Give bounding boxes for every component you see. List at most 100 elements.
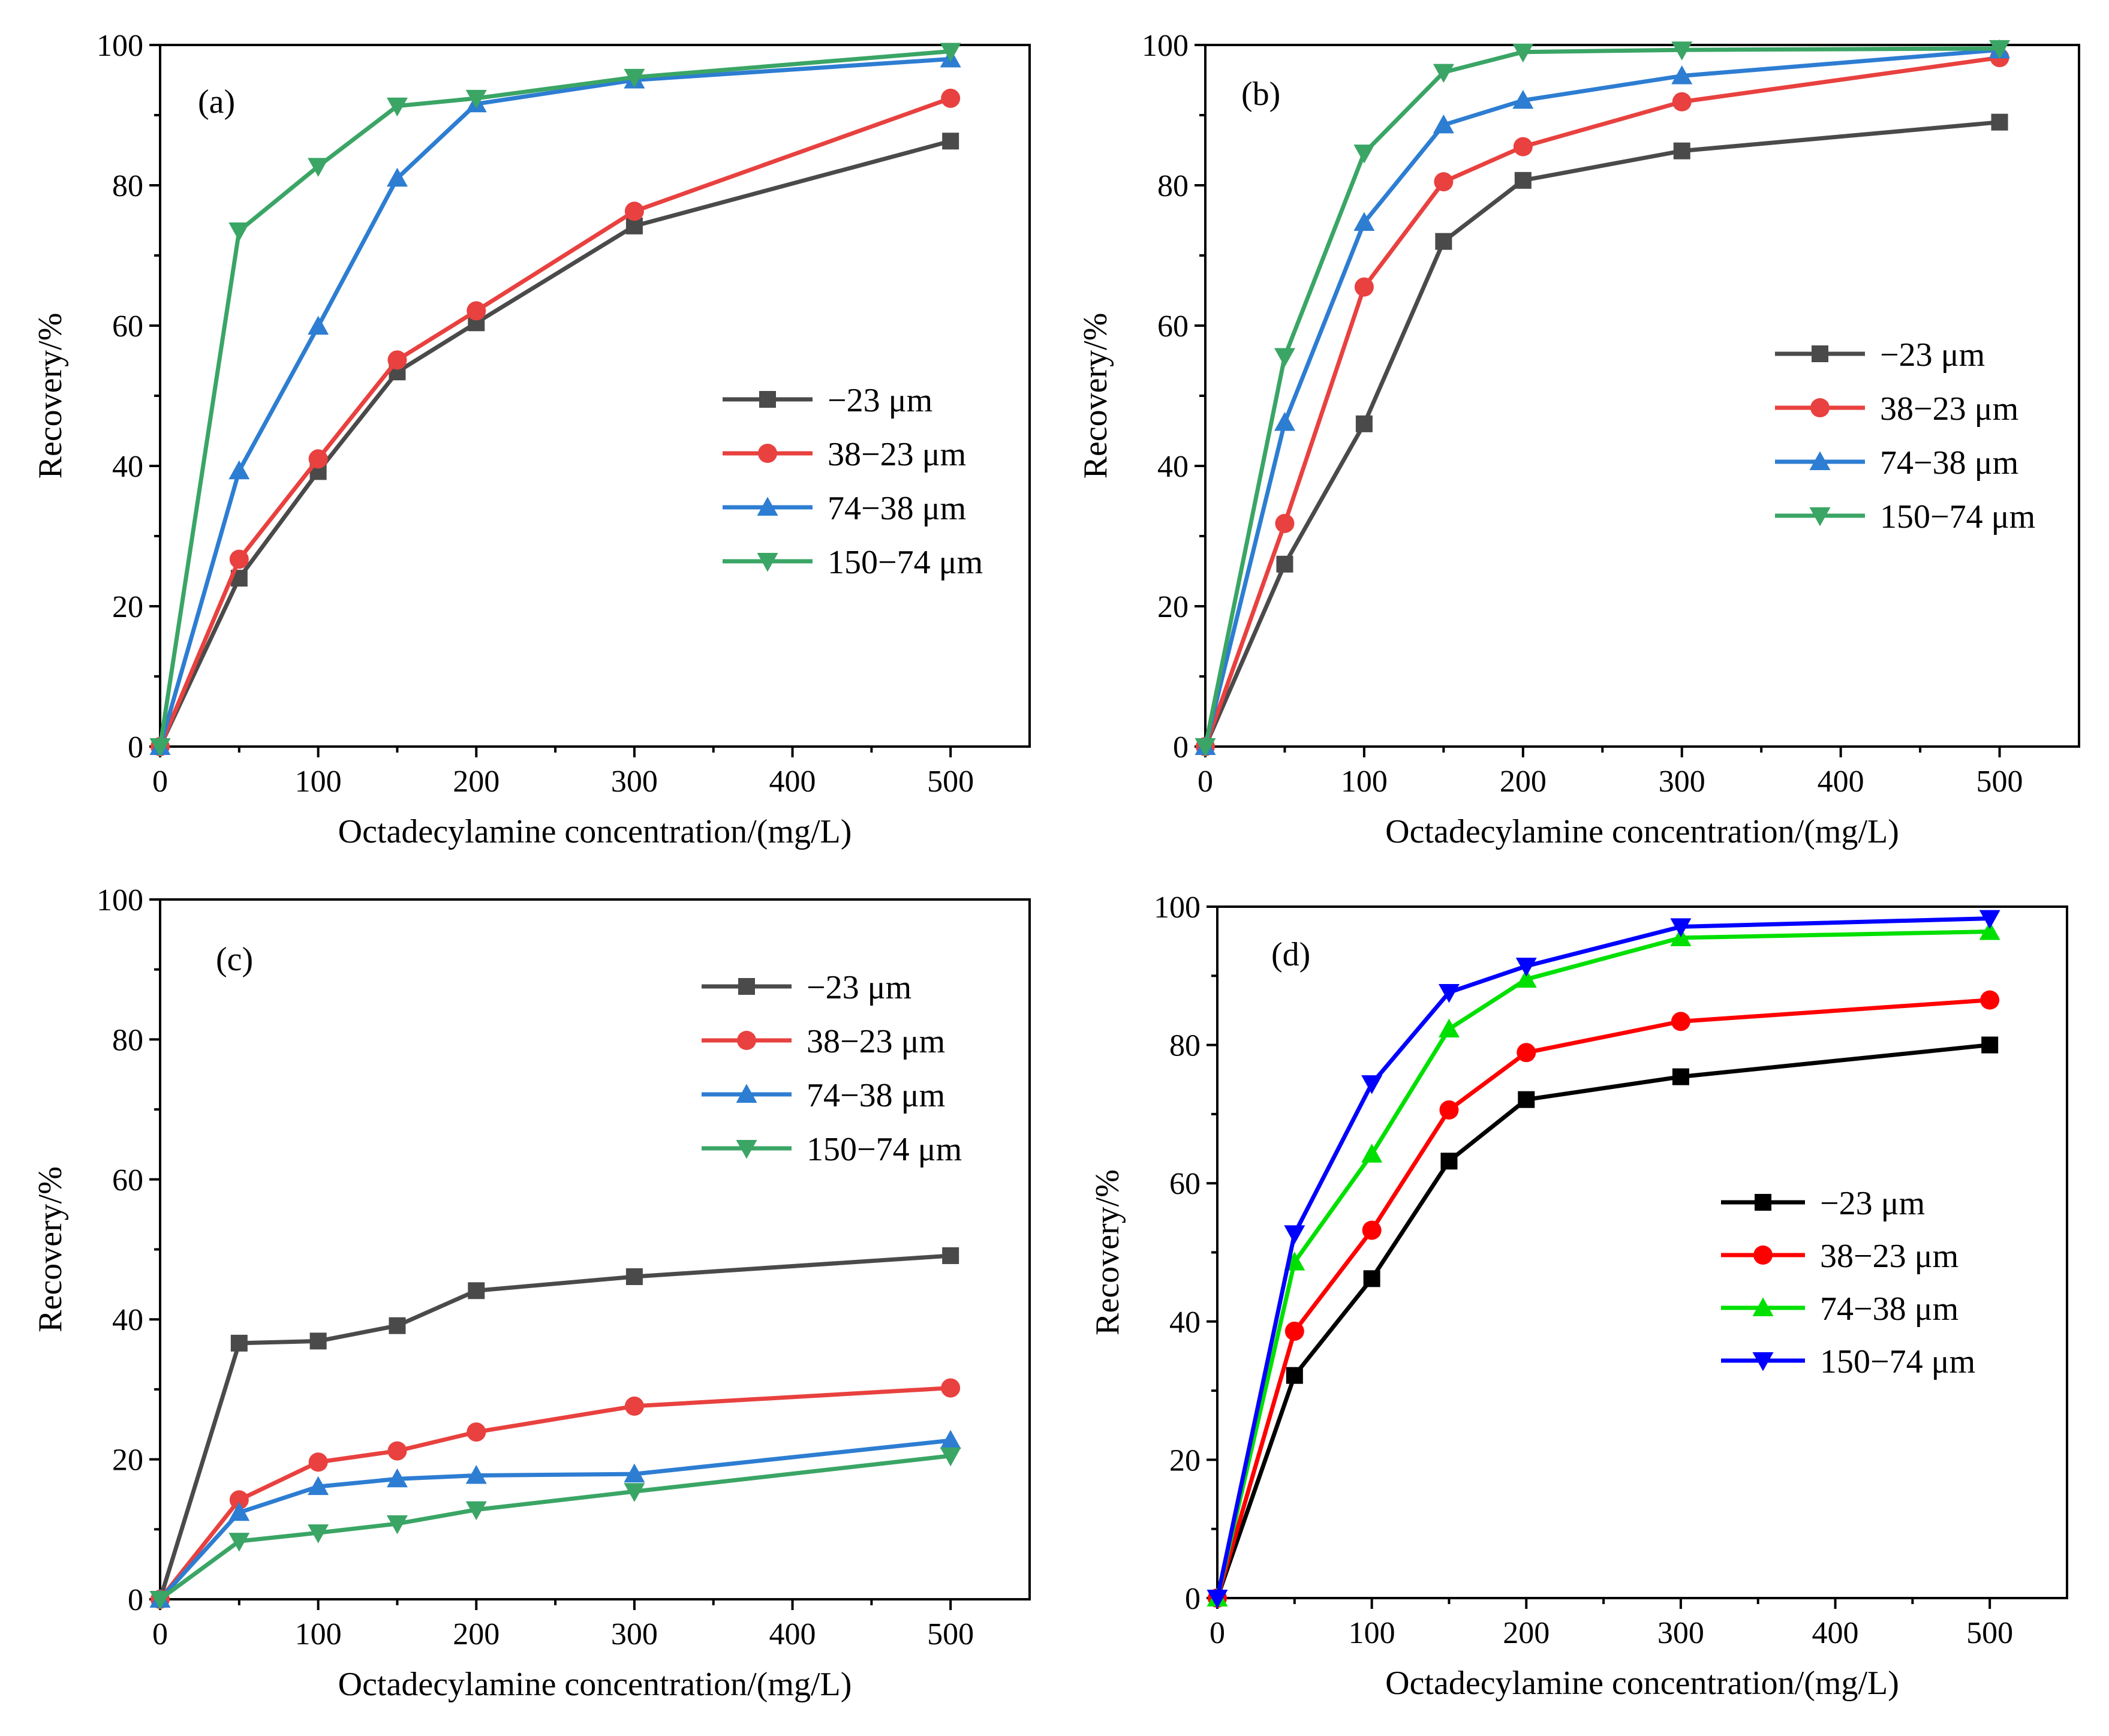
- data-point-s1-3: [309, 1332, 327, 1350]
- x-tick-label: 0: [152, 1617, 168, 1651]
- data-point-s3-5: [1515, 968, 1537, 988]
- data-point-s4-3: [308, 158, 329, 177]
- data-point-s3-6: [1671, 65, 1693, 85]
- legend: −23 μm 38−23 μm 74−38 μm 150−74 μm: [702, 969, 962, 1168]
- legend-label-3: 74−38 μm: [1820, 1290, 1958, 1328]
- data-point-s1-6: [1672, 1068, 1689, 1085]
- data-point-s4-7: [1979, 910, 2000, 929]
- data-point-s4-3: [308, 1524, 329, 1544]
- x-tick-label: 100: [1341, 765, 1388, 799]
- data-point-s3-2: [228, 460, 250, 480]
- data-point-s2-3: [308, 449, 328, 469]
- y-tick-label: 100: [97, 883, 143, 917]
- data-point-s4-4: [386, 1515, 408, 1535]
- data-point-s4-1: [1195, 738, 1216, 757]
- x-tick-label: 200: [453, 765, 500, 799]
- y-tick-label: 60: [112, 1163, 143, 1198]
- data-point-s4-4: [1438, 983, 1460, 1003]
- x-tick-label: 300: [1657, 1616, 1704, 1650]
- y-axis-title: Recovery/%: [1077, 313, 1114, 479]
- panel-label: (d): [1271, 936, 1310, 973]
- legend-label-4: 150−74 μm: [828, 544, 983, 581]
- chart-panel-1: 0 100 200 300 400 500 0 20 40 60 80 100 Octadecylami…: [32, 29, 1031, 850]
- legend-label-1: −23 μm: [1820, 1185, 1925, 1222]
- legend-marker-2: [1753, 1245, 1773, 1265]
- legend-label-2: 38−23 μm: [828, 436, 966, 473]
- data-point-s1-4: [1435, 233, 1452, 250]
- data-point-s4-2: [228, 1533, 250, 1552]
- legend-label-2: 38−23 μm: [1820, 1238, 1958, 1275]
- legend-label-1: −23 μm: [1880, 336, 1985, 374]
- data-point-s1-4: [389, 1317, 406, 1334]
- data-point-s2-6: [1671, 1012, 1690, 1031]
- y-tick-label: 20: [112, 590, 143, 624]
- data-point-s1-5: [1514, 172, 1532, 189]
- x-tick-label: 300: [611, 1617, 658, 1651]
- x-tick-label: 500: [927, 765, 974, 799]
- data-point-s4-3: [1361, 1075, 1383, 1094]
- data-point-s2-4: [1439, 1100, 1459, 1120]
- x-tick-label: 100: [295, 1617, 342, 1651]
- y-tick-label: 60: [1157, 309, 1189, 344]
- series-line-3: [158, 1438, 951, 1601]
- data-point-s2-5: [1517, 1043, 1536, 1063]
- y-tick-label: 40: [1157, 450, 1189, 484]
- y-tick-label: 100: [1154, 890, 1201, 925]
- x-axis-title: Octadecylamine concentration/(mg/L): [1385, 813, 1899, 850]
- x-tick-label: 200: [1500, 765, 1547, 799]
- data-point-s2-3: [1362, 1220, 1382, 1240]
- y-tick-label: 20: [112, 1443, 143, 1478]
- data-point-s4-6: [1671, 41, 1693, 61]
- data-point-s1-7: [942, 133, 959, 150]
- legend-label-4: 150−74 μm: [1880, 498, 2035, 535]
- series-line-1: [158, 1253, 951, 1600]
- legend-marker-2: [1810, 398, 1830, 417]
- data-point-s1-6: [625, 1268, 643, 1286]
- data-point-s3-3: [1353, 212, 1375, 231]
- data-point-s3-3: [308, 1476, 329, 1496]
- y-tick-label: 80: [1157, 169, 1189, 203]
- y-tick-label: 0: [128, 1583, 143, 1617]
- legend-marker-3: [1809, 451, 1831, 470]
- legend: −23 μm 38−23 μm 74−38 μm 150−74 μm: [1775, 336, 2035, 535]
- legend-label-4: 150−74 μm: [1820, 1343, 1975, 1380]
- data-point-s3-2: [1274, 411, 1295, 431]
- data-point-s4-1: [1207, 1590, 1228, 1609]
- data-point-s3-4: [386, 167, 408, 187]
- y-axis-title: Recovery/%: [1089, 1169, 1126, 1335]
- legend-marker-2: [737, 1031, 756, 1050]
- data-point-s3-2: [228, 1502, 250, 1521]
- series-line-1: [1203, 120, 2000, 748]
- data-point-s1-3: [1355, 415, 1373, 432]
- data-point-s2-3: [308, 1452, 328, 1472]
- data-point-s2-6: [624, 201, 644, 221]
- x-tick-label: 200: [1503, 1616, 1550, 1650]
- legend-marker-1: [759, 391, 776, 408]
- data-point-s4-5: [1512, 43, 1534, 63]
- x-tick-label: 100: [1349, 1616, 1395, 1650]
- y-tick-label: 80: [112, 1023, 143, 1057]
- data-point-s2-6: [624, 1396, 644, 1416]
- series-line-2: [158, 96, 952, 748]
- data-point-s4-4: [386, 97, 408, 117]
- data-point-s3-4: [386, 1468, 408, 1488]
- legend-marker-4: [1809, 507, 1831, 526]
- legend-marker-1: [1812, 345, 1828, 362]
- data-point-s4-7: [940, 43, 961, 62]
- x-tick-label: 400: [1818, 765, 1864, 799]
- x-tick-label: 100: [295, 765, 342, 799]
- panel-label: (b): [1241, 76, 1280, 113]
- y-axis-title: Recovery/%: [32, 1166, 69, 1332]
- data-point-s2-2: [1275, 513, 1295, 533]
- data-point-s1-5: [468, 1282, 485, 1299]
- panel-label: (a): [198, 83, 235, 121]
- legend-label-4: 150−74 μm: [807, 1131, 962, 1168]
- legend: −23 μm 38−23 μm 74−38 μm 150−74 μm: [723, 382, 983, 581]
- x-tick-label: 200: [453, 1617, 500, 1651]
- data-point-s3-6: [624, 1463, 645, 1483]
- data-point-s1-2: [1276, 555, 1293, 573]
- data-point-s2-2: [229, 549, 249, 569]
- y-tick-label: 80: [1169, 1029, 1201, 1063]
- data-point-s1-7: [942, 1247, 959, 1265]
- x-tick-label: 400: [1812, 1616, 1859, 1650]
